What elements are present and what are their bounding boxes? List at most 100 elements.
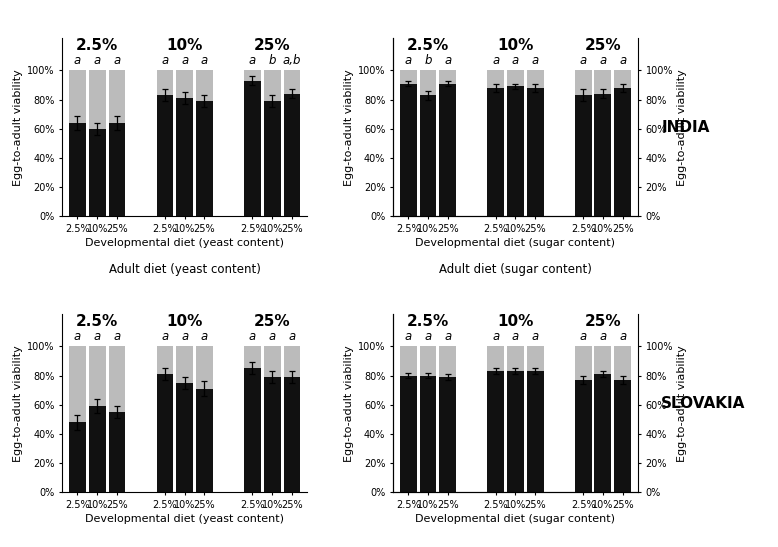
Bar xyxy=(487,71,504,216)
Bar xyxy=(283,71,300,216)
Text: Adult diet (sugar content): Adult diet (sugar content) xyxy=(439,263,592,276)
Bar xyxy=(156,95,173,216)
X-axis label: Developmental diet (yeast content): Developmental diet (yeast content) xyxy=(86,514,284,524)
Y-axis label: Egg-to-adult viability: Egg-to-adult viability xyxy=(678,69,687,185)
Text: 25%: 25% xyxy=(584,38,622,53)
Bar xyxy=(89,406,106,492)
Y-axis label: Egg-to-adult viability: Egg-to-adult viability xyxy=(678,345,687,462)
Text: a: a xyxy=(249,55,256,67)
Bar xyxy=(440,71,456,216)
Bar xyxy=(440,377,456,492)
Text: a: a xyxy=(114,330,121,344)
Bar xyxy=(527,71,544,216)
Text: Adult diet (yeast content): Adult diet (yeast content) xyxy=(109,263,261,276)
Bar xyxy=(487,371,504,492)
Text: 2.5%: 2.5% xyxy=(407,38,449,53)
Y-axis label: Egg-to-adult viability: Egg-to-adult viability xyxy=(13,69,23,185)
Bar xyxy=(108,123,125,216)
Text: a: a xyxy=(249,330,256,344)
Bar xyxy=(487,88,504,216)
Bar xyxy=(615,346,631,492)
Text: a: a xyxy=(492,330,499,344)
Text: a: a xyxy=(74,330,81,344)
Bar xyxy=(89,129,106,216)
Bar xyxy=(156,346,173,492)
Bar xyxy=(594,374,612,492)
Bar xyxy=(615,380,631,492)
Bar xyxy=(527,371,544,492)
Bar xyxy=(419,71,436,216)
Bar xyxy=(264,377,281,492)
Text: 25%: 25% xyxy=(254,314,290,329)
Bar xyxy=(440,84,456,216)
Bar xyxy=(156,71,173,216)
Bar xyxy=(177,98,193,216)
Bar xyxy=(177,346,193,492)
Text: a: a xyxy=(93,330,101,344)
Bar xyxy=(507,371,524,492)
Bar xyxy=(69,346,86,492)
Bar xyxy=(507,71,524,216)
Text: 10%: 10% xyxy=(166,38,203,53)
Bar xyxy=(196,389,213,492)
Text: a: a xyxy=(599,55,607,67)
Y-axis label: Egg-to-adult viability: Egg-to-adult viability xyxy=(344,69,354,185)
Bar xyxy=(507,86,524,216)
Text: a: a xyxy=(268,330,276,344)
Bar xyxy=(89,71,106,216)
Bar xyxy=(575,95,592,216)
Bar xyxy=(177,71,193,216)
Bar xyxy=(244,368,261,492)
Text: a: a xyxy=(201,330,209,344)
Bar xyxy=(244,71,261,216)
Text: a: a xyxy=(405,55,412,67)
Bar xyxy=(400,346,417,492)
Bar xyxy=(69,123,86,216)
Bar xyxy=(615,71,631,216)
Bar xyxy=(244,346,261,492)
Bar xyxy=(594,71,612,216)
Bar xyxy=(575,380,592,492)
Bar xyxy=(196,71,213,216)
Bar xyxy=(264,346,281,492)
Text: a: a xyxy=(580,330,587,344)
Text: a: a xyxy=(531,330,539,344)
Bar xyxy=(400,376,417,492)
Text: a: a xyxy=(531,55,539,67)
Text: a: a xyxy=(580,55,587,67)
Text: a: a xyxy=(599,330,607,344)
Bar xyxy=(108,71,125,216)
Text: 25%: 25% xyxy=(584,314,622,329)
Text: a,b: a,b xyxy=(282,55,301,67)
Text: a: a xyxy=(289,330,296,344)
Bar xyxy=(594,346,612,492)
Bar xyxy=(400,71,417,216)
Text: 2.5%: 2.5% xyxy=(76,314,118,329)
Bar xyxy=(507,346,524,492)
Text: a: a xyxy=(492,55,499,67)
Bar xyxy=(440,346,456,492)
Bar xyxy=(108,346,125,492)
Bar xyxy=(527,346,544,492)
Text: SLOVAKIA: SLOVAKIA xyxy=(661,396,745,411)
Bar xyxy=(196,346,213,492)
X-axis label: Developmental diet (yeast content): Developmental diet (yeast content) xyxy=(86,238,284,248)
Bar xyxy=(283,377,300,492)
Bar xyxy=(400,84,417,216)
Text: 10%: 10% xyxy=(166,314,203,329)
Text: a: a xyxy=(444,330,451,344)
Bar xyxy=(283,346,300,492)
Text: 10%: 10% xyxy=(497,38,534,53)
Bar xyxy=(244,80,261,216)
Bar xyxy=(594,94,612,216)
Text: b: b xyxy=(268,55,276,67)
Text: 2.5%: 2.5% xyxy=(407,314,449,329)
Text: a: a xyxy=(74,55,81,67)
X-axis label: Developmental diet (sugar content): Developmental diet (sugar content) xyxy=(415,514,615,524)
Y-axis label: Egg-to-adult viability: Egg-to-adult viability xyxy=(344,345,354,462)
Bar xyxy=(196,101,213,216)
Text: 25%: 25% xyxy=(254,38,290,53)
Bar xyxy=(264,71,281,216)
X-axis label: Developmental diet (sugar content): Developmental diet (sugar content) xyxy=(415,238,615,248)
Bar xyxy=(264,101,281,216)
